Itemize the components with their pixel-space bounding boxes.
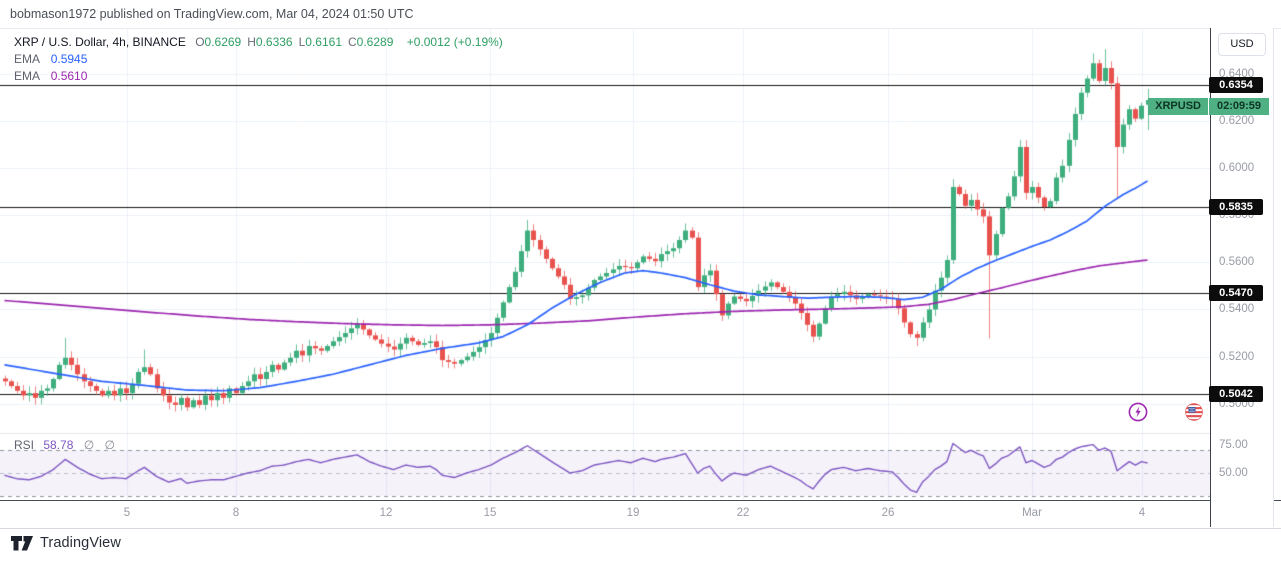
change-value: +0.0012 (+0.19%) [406, 35, 503, 49]
tradingview-logo-icon [11, 535, 33, 550]
ohlc-key: C [348, 35, 357, 49]
price-tick-label: 0.5400 [1219, 303, 1255, 316]
ohlc-key: L [298, 35, 306, 49]
time-tick-label: 5 [123, 507, 131, 519]
tradingview-brand[interactable]: TradingView [11, 535, 121, 551]
time-tick-label: 12 [379, 507, 393, 519]
price-level-badge: 0.5470 [1209, 284, 1263, 301]
symbol-title[interactable]: XRP / U.S. Dollar, 4h, BINANCE [14, 35, 186, 49]
chart-legend: XRP / U.S. Dollar, 4h, BINANCE O0.6269 H… [14, 34, 503, 84]
attribution-text: bobmason1972 published on TradingView.co… [10, 7, 414, 21]
chart-canvas[interactable] [0, 28, 1210, 500]
time-tick-label: 26 [881, 507, 895, 519]
rsi-value: 58.78 [43, 438, 74, 452]
countdown-badge: 02:09:59 [1209, 98, 1269, 116]
ema-slow-value: 0.5610 [50, 69, 88, 83]
ohlc-values: O0.6269 H0.6336 L0.6161 C0.6289 [195, 35, 399, 49]
time-tick-label: 4 [1138, 507, 1146, 519]
time-tick-label: Mar [1022, 507, 1042, 519]
time-tick-label: 22 [736, 507, 750, 519]
rsi-tick-label: 75.00 [1219, 438, 1248, 451]
ema-slow-legend[interactable]: EMA 0.5610 [14, 68, 503, 84]
time-tick-label: 19 [626, 507, 640, 519]
us-flag-icon[interactable] [1184, 402, 1204, 422]
ema-fast-legend[interactable]: EMA 0.5945 [14, 51, 503, 67]
price-tick-label: 0.5200 [1219, 350, 1255, 363]
brand-text: TradingView [40, 535, 121, 551]
rsi-label: RSI [14, 438, 35, 452]
ohlc-val: 0.6336 [255, 35, 299, 49]
ohlc-key: H [247, 35, 256, 49]
rsi-legend: RSI 58.78 ∅ ∅ [14, 438, 115, 452]
price-axis[interactable]: USD 0.6400 0.6200 0.6000 0.5800 0.5600 0.5400… [1209, 28, 1274, 527]
price-tick-label: 0.6200 [1219, 115, 1255, 127]
time-tick-label: 15 [483, 507, 497, 519]
time-axis[interactable]: 5 8 12 15 19 22 26 Mar 4 [0, 500, 1281, 529]
rsi-settings-toggle-icon[interactable]: ∅ [104, 438, 115, 452]
ohlc-val: 0.6161 [305, 35, 348, 49]
ema-fast-label: EMA [14, 52, 40, 66]
ema-slow-label: EMA [14, 69, 40, 83]
boost-lightning-icon[interactable] [1128, 402, 1148, 422]
price-level-badge: 0.5835 [1209, 199, 1263, 215]
ohlc-key: O [195, 35, 205, 49]
price-tick-label: 0.5600 [1219, 256, 1255, 269]
symbol-price-badge: XRPUSD [1148, 98, 1208, 116]
ema-fast-value: 0.5945 [50, 52, 88, 66]
rsi-tick-label: 50.00 [1219, 467, 1248, 479]
ohlc-val: 0.6289 [356, 35, 400, 49]
price-level-badge: 0.6354 [1209, 76, 1263, 93]
price-level-badge: 0.5042 [1209, 385, 1263, 402]
currency-button[interactable]: USD [1218, 33, 1266, 56]
ohlc-val: 0.6269 [204, 35, 248, 49]
price-tick-label: 0.6000 [1219, 162, 1255, 175]
rsi-hide-toggle-icon[interactable]: ∅ [83, 438, 95, 452]
footer: TradingView [0, 528, 1281, 563]
time-tick-label: 8 [232, 507, 240, 519]
